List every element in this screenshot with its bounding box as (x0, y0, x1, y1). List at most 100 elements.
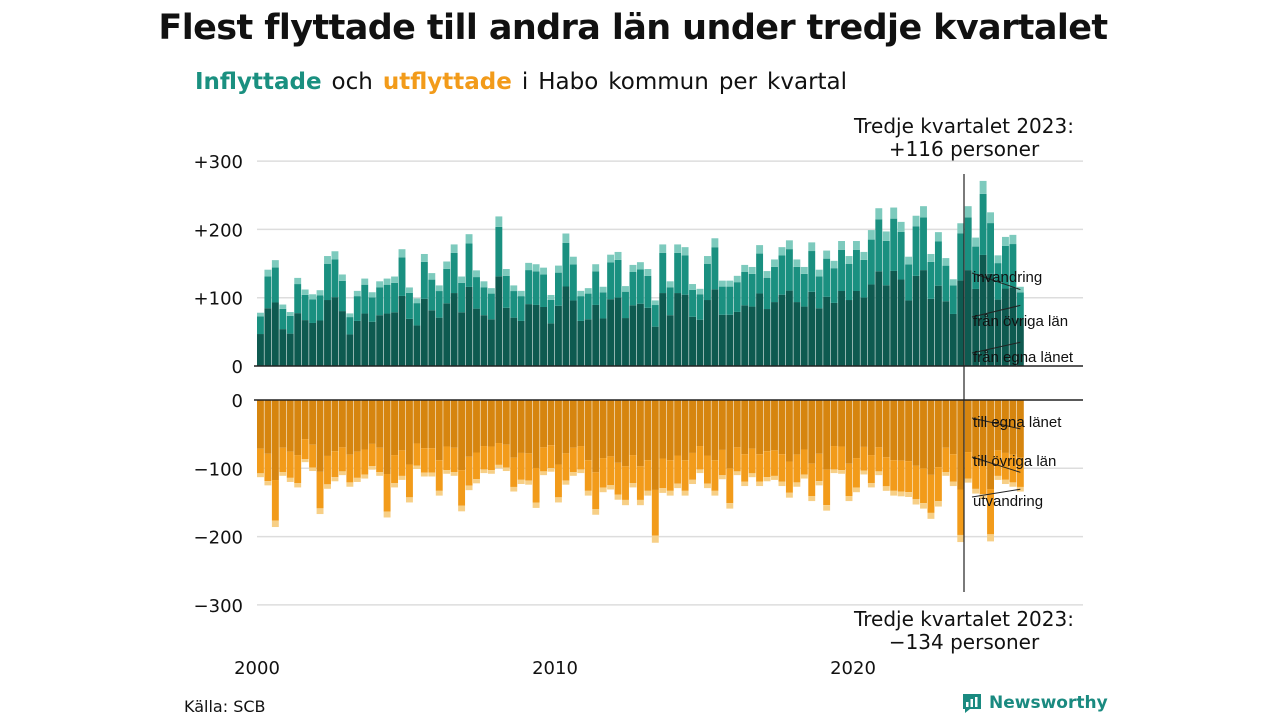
bar-out-segment (733, 400, 741, 448)
bar-out-segment (346, 454, 354, 483)
bar-out-segment (949, 454, 957, 482)
bar-out-segment (599, 458, 607, 488)
bar-out-segment (517, 452, 525, 480)
bar-in-segment (450, 252, 458, 294)
bar-in-segment (316, 295, 324, 321)
bar-in-segment (257, 334, 264, 366)
bar-out-segment (853, 458, 860, 488)
bar-in-segment (771, 259, 778, 267)
bar-in-segment (406, 287, 413, 293)
bar-out-segment (733, 447, 741, 472)
bar-in-segment (778, 247, 786, 256)
brand-name: Newsworthy (989, 693, 1108, 713)
bar-in-segment (964, 270, 972, 366)
bar-in-segment (398, 257, 406, 296)
bar-in-segment (994, 255, 1002, 264)
bar-in-segment (793, 259, 801, 267)
bar-in-segment (1009, 287, 1017, 366)
bar-out-segment (376, 400, 384, 448)
bar-in-segment (867, 284, 875, 366)
bar-in-segment (808, 242, 816, 252)
bar-in-segment (748, 306, 756, 366)
bar-in-segment (316, 320, 324, 366)
bar-in-segment (823, 258, 831, 297)
series-label-in: från egna länet (973, 349, 1074, 366)
bar-in-segment (651, 305, 659, 327)
bar-in-segment (465, 243, 473, 287)
x-tick-label: 2020 (830, 658, 876, 679)
bar-in-segment (271, 302, 279, 366)
bar-in-segment (696, 288, 704, 295)
bar-out-segment (905, 492, 913, 497)
bar-out-segment (286, 477, 294, 482)
bar-out-segment (927, 400, 935, 475)
bar-in-segment (368, 297, 376, 322)
bar-in-segment (532, 271, 540, 305)
bar-out-segment (853, 487, 860, 493)
bar-out-segment (271, 520, 279, 528)
bar-in-segment (562, 233, 570, 243)
bar-out-segment (257, 473, 264, 478)
bar-in-segment (853, 249, 860, 292)
bar-out-segment (257, 400, 264, 449)
bar-in-segment (711, 289, 719, 366)
bar-out-segment (718, 449, 726, 476)
bar-out-segment (823, 469, 831, 506)
bar-in-segment (420, 253, 428, 262)
bar-in-segment (912, 226, 920, 276)
bar-out-segment (875, 447, 883, 472)
bar-in-segment (517, 296, 525, 321)
bar-in-segment (487, 293, 495, 320)
bar-in-segment (324, 256, 331, 264)
bar-in-segment (957, 233, 965, 281)
bar-in-segment (659, 252, 667, 294)
bar-out-segment (257, 448, 264, 474)
bar-out-segment (324, 400, 331, 456)
bar-out-segment (644, 400, 652, 461)
bar-in-segment (934, 232, 942, 242)
bar-in-segment (480, 315, 488, 366)
bar-out-segment (622, 499, 629, 506)
bar-out-segment (294, 455, 302, 484)
bar-out-segment (361, 400, 369, 450)
bar-in-segment (614, 297, 622, 366)
bar-out-segment (353, 451, 361, 478)
bar-out-segment (927, 474, 935, 513)
bar-out-segment (316, 508, 324, 515)
bar-in-segment (718, 286, 726, 315)
bar-in-segment (510, 291, 518, 318)
subtitle-word: kvartal (767, 69, 848, 95)
bar-out-segment (450, 400, 458, 448)
bar-out-segment (443, 446, 451, 471)
bar-in-segment (741, 264, 749, 272)
bar-out-segment (830, 446, 838, 470)
bar-out-segment (636, 499, 644, 506)
bar-out-segment (398, 475, 406, 480)
bar-in-segment (972, 288, 980, 366)
bar-out-segment (279, 400, 287, 448)
bar-in-segment (972, 246, 980, 289)
bar-out-segment (376, 447, 384, 473)
bar-in-segment (838, 249, 845, 292)
bar-in-segment (301, 289, 309, 295)
bar-out-segment (346, 400, 354, 455)
bar-out-segment (547, 400, 555, 446)
bar-out-segment (748, 473, 756, 478)
bar-in-segment (368, 292, 376, 298)
bar-out-segment (882, 400, 890, 458)
bar-in-segment (577, 296, 585, 321)
bar-out-segment (428, 448, 436, 473)
bar-in-segment (331, 259, 339, 298)
bar-in-segment (659, 244, 667, 253)
bar-out-segment (502, 400, 510, 445)
bar-in-segment (644, 275, 652, 308)
bar-in-segment (487, 288, 495, 294)
bar-in-segment (264, 308, 272, 366)
bar-out-segment (674, 483, 682, 489)
bar-out-segment (279, 472, 287, 476)
bar-chart-speech-icon (963, 694, 981, 713)
bar-out-segment (398, 450, 406, 476)
bar-in-segment (674, 252, 682, 294)
bar-out-segment (629, 455, 637, 484)
bar-out-segment (838, 400, 845, 447)
